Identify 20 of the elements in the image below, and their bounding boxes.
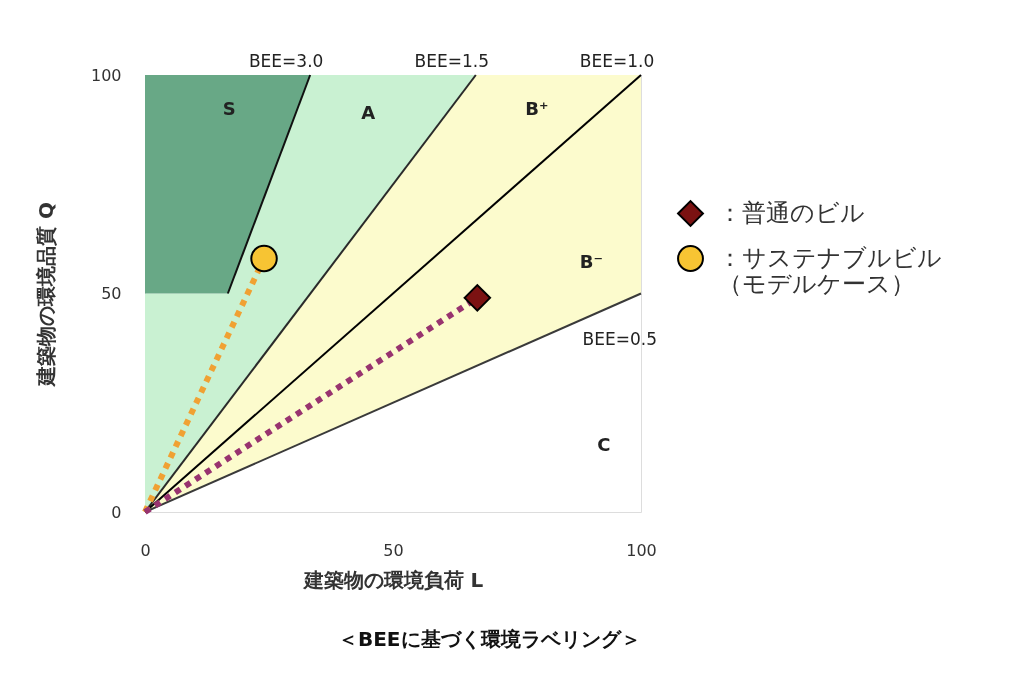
x-axis-title: 建築物の環境負荷 L [301, 567, 484, 592]
annotation: S [222, 97, 236, 119]
annotation: C [597, 434, 611, 456]
y-axis-title: 建築物の環境品質 Q [33, 202, 58, 388]
y-tick-label: 0 [111, 502, 122, 522]
legend-label: ：普通のビル [718, 198, 865, 227]
series-label: BEE=3.0 [248, 51, 324, 71]
x-tick-label: 100 [626, 540, 657, 560]
annotation: B⁻ [579, 250, 604, 272]
series-label: BEE=1.0 [579, 51, 655, 71]
y-tick-label: 100 [90, 65, 122, 85]
series-label: BEE=1.5 [414, 51, 490, 71]
annotation: A [361, 102, 376, 124]
legend-label: ：サステナブルビル（モデルケース） [718, 243, 942, 298]
x-tick-label: 0 [140, 540, 151, 560]
series-label: BEE=0.5 [582, 328, 657, 349]
y-tick-label: 50 [101, 284, 122, 303]
annotation: B⁺ [525, 97, 549, 119]
x-tick-label: 50 [383, 540, 404, 560]
text: ＜BEEに基づく環境ラベリング＞ [337, 627, 641, 651]
